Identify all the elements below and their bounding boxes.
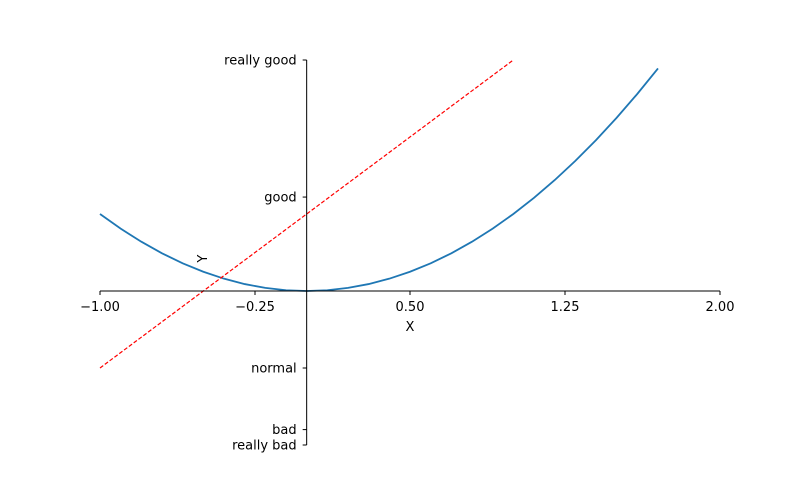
axes-layer: [100, 60, 720, 445]
x-tick-label: −0.25: [235, 300, 275, 315]
y-tick-label: really good: [224, 54, 296, 69]
y-tick-label: really bad: [232, 439, 297, 454]
x-tick-label: 2.00: [706, 300, 735, 315]
x-ticks: −1.00 −0.25 0.50 1.25 2.00: [80, 291, 734, 315]
y-tick-label: normal: [251, 362, 297, 377]
x-tick-label: 1.25: [551, 300, 580, 315]
series-line-1: [99, 59, 514, 369]
y-tick-label: bad: [272, 423, 296, 438]
series-layer: [99, 59, 659, 369]
y-axis-label: Y: [196, 255, 211, 264]
y-tick-label: good: [264, 191, 296, 206]
x-axis-label: X: [406, 320, 415, 335]
x-tick-label: 0.50: [396, 300, 425, 315]
x-tick-label: −1.00: [80, 300, 120, 315]
series-line-0: [99, 67, 659, 292]
